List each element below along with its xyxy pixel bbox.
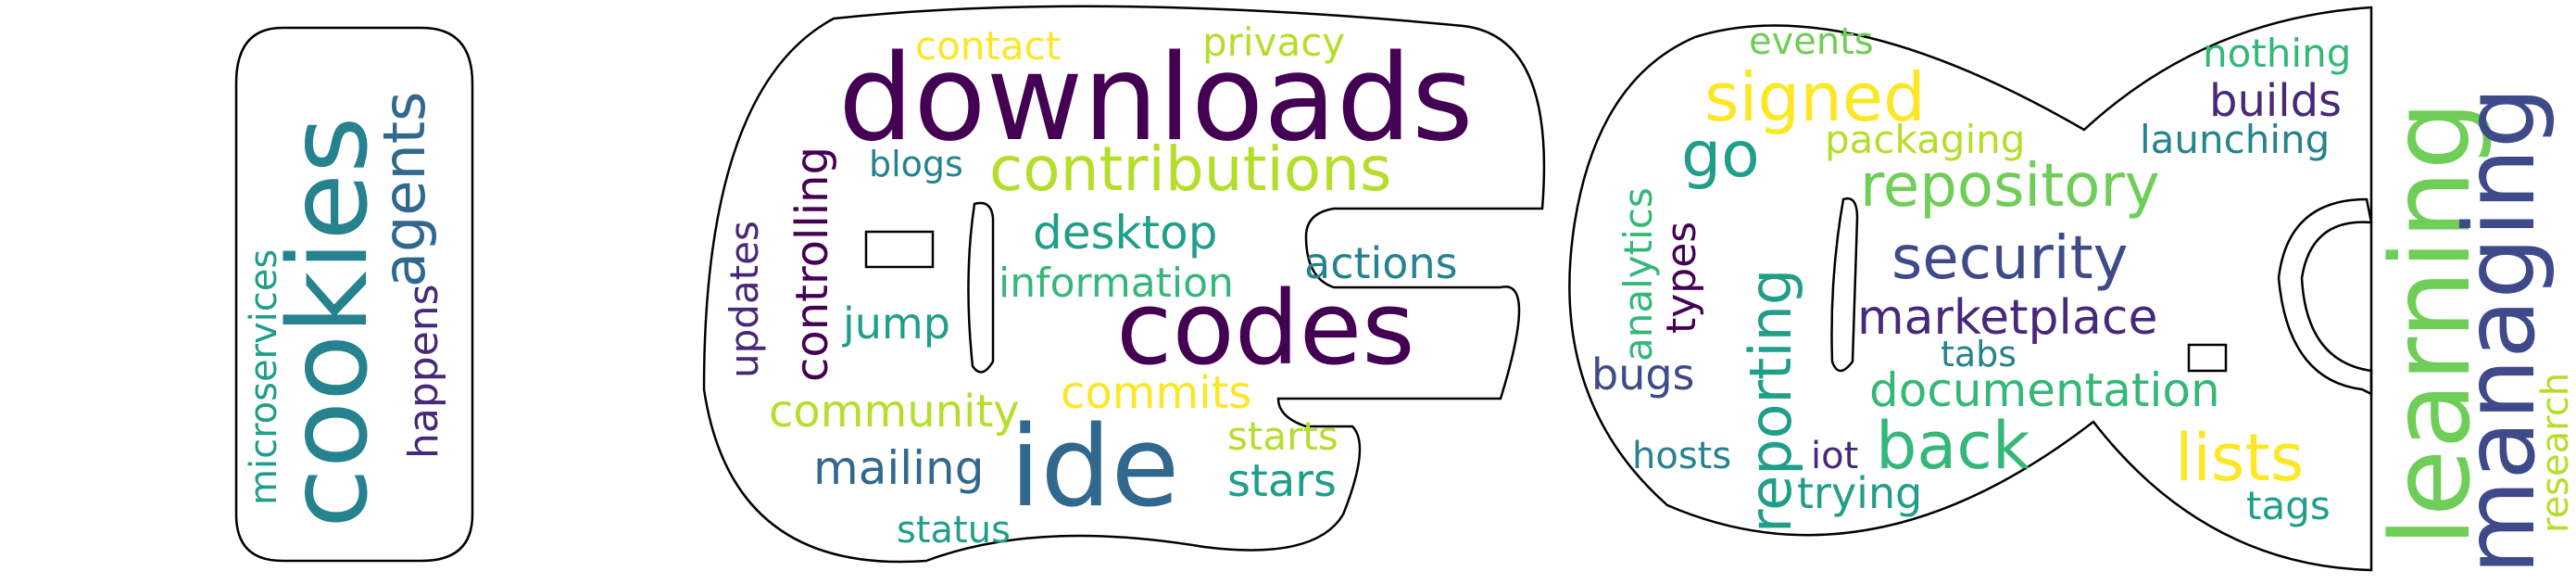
word: contributions xyxy=(989,133,1391,205)
word: downloads xyxy=(838,30,1474,168)
word: events xyxy=(1749,20,1874,63)
middle-slot xyxy=(1830,197,1859,373)
letter-c-shape xyxy=(1568,6,2373,572)
word: bugs xyxy=(1591,349,1695,400)
word: security xyxy=(1891,224,2129,293)
word: nothing xyxy=(2203,31,2351,76)
word: stars xyxy=(1227,455,1337,507)
word: marketplace xyxy=(1857,290,2157,346)
word: updates xyxy=(722,221,767,378)
word: signed xyxy=(1704,58,1926,136)
word: types xyxy=(1658,222,1705,334)
word: hosts xyxy=(1632,435,1731,477)
left-slot xyxy=(967,201,995,374)
word: launching xyxy=(2140,117,2330,162)
word: builds xyxy=(2209,75,2342,127)
word: happens xyxy=(400,284,447,459)
word: information xyxy=(999,260,1234,307)
word: back xyxy=(1876,408,2030,484)
word: lists xyxy=(2175,420,2304,496)
pill-shape xyxy=(234,26,474,563)
word: jump xyxy=(842,298,950,349)
word: mailing xyxy=(813,441,984,495)
c-inner-curve xyxy=(2277,197,2373,397)
word: community xyxy=(769,386,1020,438)
word: research xyxy=(2534,373,2576,533)
word: iot xyxy=(1811,435,1858,477)
word: repository xyxy=(1860,152,2160,221)
outline-rect-small-left xyxy=(864,230,935,269)
word: microservices xyxy=(243,249,285,505)
word: managing xyxy=(2444,86,2557,575)
word: go xyxy=(1681,119,1760,192)
mask-outline xyxy=(234,5,2373,572)
word: cookies xyxy=(264,117,392,528)
word: ide xyxy=(1010,403,1179,532)
word: actions xyxy=(1304,238,1458,288)
word: tabs xyxy=(1941,334,2017,375)
word: codes xyxy=(1116,269,1415,387)
word: packaging xyxy=(1825,117,2025,162)
word: analytics xyxy=(1615,187,1661,362)
word: privacy xyxy=(1202,19,1345,65)
word: commits xyxy=(1061,367,1251,419)
words: cookies agents microservices happens dow… xyxy=(243,19,2576,575)
word: status xyxy=(897,509,1011,552)
outline-rect-small-right xyxy=(2187,343,2228,373)
word: learning xyxy=(2367,101,2494,547)
word: blogs xyxy=(869,144,963,184)
word: controlling xyxy=(786,146,838,382)
word: starts xyxy=(1227,413,1338,459)
letter-g-shape xyxy=(702,5,1546,564)
word: tags xyxy=(2246,483,2331,528)
word: desktop xyxy=(1033,206,1217,260)
word: reporting xyxy=(1737,269,1804,533)
word: agents xyxy=(371,92,438,287)
word: trying xyxy=(1797,468,1922,518)
word: contact xyxy=(915,23,1061,69)
word: documentation xyxy=(1869,363,2220,417)
